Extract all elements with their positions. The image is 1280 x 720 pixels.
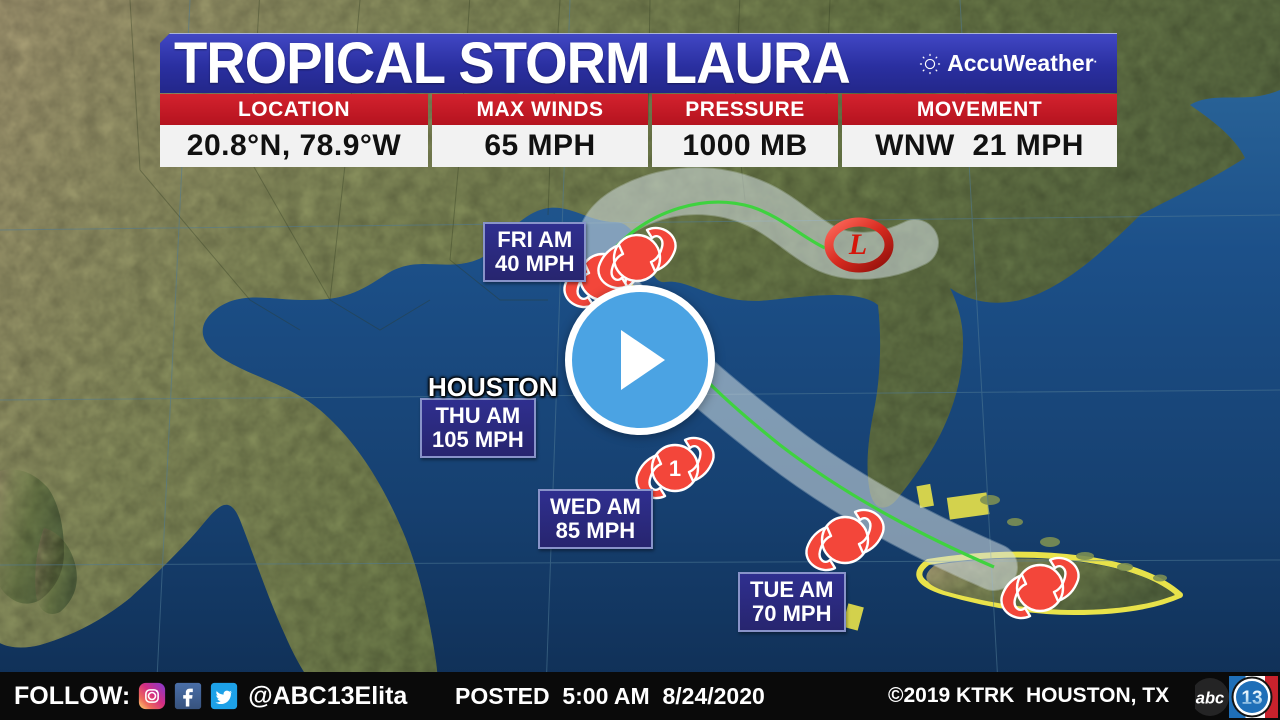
svg-text:abc: abc (1196, 690, 1224, 708)
svg-text:13: 13 (1241, 688, 1262, 709)
svg-text:1: 1 (669, 456, 681, 481)
